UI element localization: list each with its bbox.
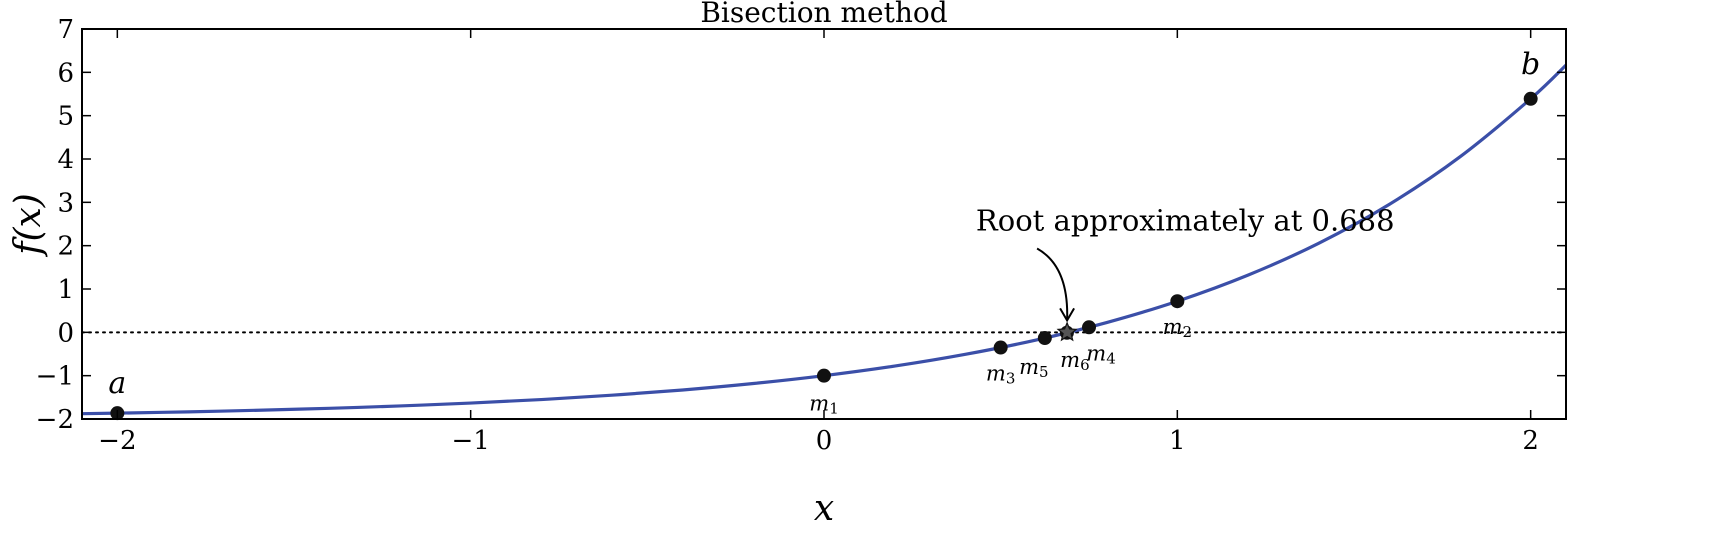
y-axis-label: f(x): [8, 193, 49, 258]
point-b: [1523, 91, 1538, 106]
y-tick-label-1: −1: [36, 362, 74, 392]
labels-layer: Bisection method x f(x) Root approximate…: [8, 0, 1395, 529]
annotation-arrow: [1036, 247, 1069, 321]
y-tick-label-8: 6: [57, 58, 74, 88]
point-m1: [817, 368, 831, 383]
root-star-marker: [1056, 321, 1078, 342]
annotation-arrowhead: [1059, 307, 1075, 323]
x-tick-label-0: −2: [98, 426, 136, 456]
y-tick-label-5: 3: [57, 188, 74, 218]
y-tick-label-3: 1: [57, 275, 74, 305]
y-tick-label-0: −2: [36, 405, 74, 435]
x-axis-label: x: [814, 488, 834, 529]
x-tick-label-2: 0: [816, 426, 833, 456]
y-tick-label-9: 7: [57, 15, 74, 45]
point-label-m2: m2: [1163, 315, 1192, 341]
y-tick-label-7: 5: [57, 102, 74, 132]
point-label-b: b: [1521, 47, 1540, 82]
x-tick-label-3: 1: [1169, 426, 1186, 456]
point-label-m3: m3: [986, 362, 1015, 388]
annotation-text: Root approximately at 0.688: [976, 204, 1395, 238]
chart-title: Bisection method: [700, 0, 947, 29]
y-tick-label-4: 2: [57, 232, 74, 262]
point-m2: [1170, 294, 1185, 309]
point-m4: [1082, 320, 1096, 335]
y-tick-label-2: 0: [57, 318, 74, 348]
point-m3: [993, 340, 1008, 355]
point-label-m1: m1: [809, 392, 838, 418]
point-label-m5: m5: [1019, 355, 1048, 381]
point-label-m6: m6: [1060, 348, 1089, 374]
x-tick-label-4: 2: [1522, 426, 1539, 456]
point-label-m4: m4: [1086, 341, 1115, 367]
x-tick-label-1: −1: [452, 426, 490, 456]
point-label-a: a: [108, 366, 126, 401]
marks-layer: a b m1 m2 m3 m4 m5 m6: [81, 47, 1567, 421]
point-m5: [1037, 331, 1052, 346]
function-curve: [82, 63, 1566, 416]
ticks-layer: −2 −1 0 1 2 −2 −1 0 1 2 3 4 5 6 7: [36, 15, 1566, 456]
y-tick-label-6: 4: [57, 145, 74, 175]
